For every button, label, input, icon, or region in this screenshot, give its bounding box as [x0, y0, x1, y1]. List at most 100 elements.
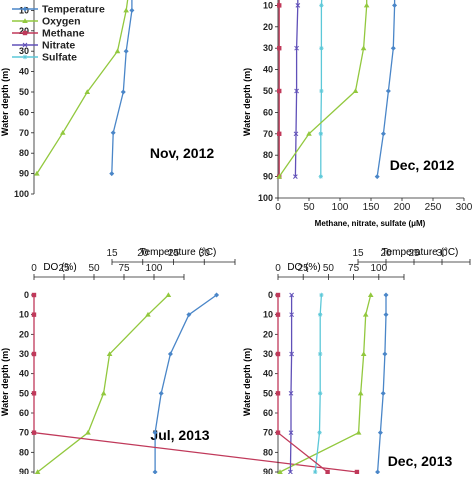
panel-label-dec-2013: Dec, 2013 [388, 453, 453, 469]
dec-2012-x-tick-label: 300 [456, 202, 473, 213]
dec-2013-oxygen-line [279, 294, 372, 473]
dec-2013-sulfate-point [317, 391, 323, 396]
dec-2013-temp-x-tick-label: 20 [380, 248, 392, 259]
panel-nov-2012: Water depth (m) Nov, 2012 01020304050607… [0, 0, 214, 199]
panel-label-jul-2013: Jul, 2013 [150, 427, 209, 443]
dec-2012-nitrate-point [294, 88, 299, 94]
ylabel-jul-2013: Water depth (m) [0, 348, 10, 416]
dec-2013-sulfate-point [317, 430, 322, 435]
jul-2013-y-tick-label: 80 [19, 447, 29, 457]
dec-2013-sulfate-point [317, 351, 323, 357]
jul-2013-oxygen-point [165, 292, 172, 297]
dec-2013-y-tick-label: 60 [263, 408, 273, 418]
dec-2013-nitrate-point [289, 351, 294, 357]
dec-2012-nitrate-line [294, 0, 299, 177]
dec-2012-methane-point [277, 46, 282, 51]
dec-2012-x-tick-label: 250 [425, 202, 442, 213]
dec-2013-y-tick-label: 10 [263, 310, 273, 320]
dec-2013-nitrate-point [289, 312, 294, 318]
legend-methane-label: Methane [42, 28, 85, 40]
nov-2012-oxygen-point [84, 89, 91, 94]
dec-2013-methane-point [325, 469, 330, 475]
ylabel-dec-2013: Water depth (m) [242, 348, 252, 416]
dec-2012-y-tick-label: 60 [263, 107, 273, 117]
panel-dec-2012: Water depth (m) Methane, nitrate, sulfat… [242, 0, 473, 228]
jul-2013-oxygen-point [85, 429, 91, 435]
do-label-jul-2013: DO (%) [43, 262, 76, 273]
dec-2012-temperature-point [390, 45, 396, 51]
jul-2013-oxygen-point [106, 351, 113, 356]
xlabel-dec-2012: Methane, nitrate, sulfate (μM) [315, 219, 426, 228]
dec-2012-nitrate-point [293, 131, 299, 137]
dec-2012-methane-point [277, 131, 282, 136]
dec-2013-oxygen-point [277, 469, 283, 474]
jul-2013-do-x-tick-label: 75 [118, 263, 130, 274]
dec-2013-y-tick-label: 40 [263, 369, 273, 379]
dec-2012-temperature-point [374, 174, 380, 180]
nov-2012-y-tick-label: 30 [19, 46, 29, 56]
nov-2012-oxygen-point [34, 170, 40, 176]
nov-2012-oxygen-point [114, 48, 121, 54]
do-label-dec-2013: DO (%) [287, 262, 320, 273]
jul-2013-do-x-tick-label: 25 [58, 263, 70, 274]
dec-2013-methane-point [275, 351, 281, 357]
dec-2012-x-tick-label: 50 [303, 202, 315, 213]
jul-2013-y-tick-label: 40 [19, 369, 29, 379]
dec-2013-methane-point [275, 391, 281, 396]
nov-2012-y-tick-label: 80 [19, 148, 29, 158]
dec-2012-y-tick-label: 50 [263, 86, 273, 96]
dec-2012-y-tick-label: 90 [263, 172, 273, 182]
jul-2013-temperature-point [158, 390, 164, 396]
jul-2013-do-x-tick-label: 50 [88, 263, 100, 274]
dec-2013-nitrate-point [289, 292, 294, 298]
dec-2012-temperature-point [392, 2, 398, 8]
dec-2013-temp-x-tick-label: 15 [352, 248, 364, 259]
nov-2012-temperature-line [111, 0, 133, 174]
jul-2013-oxygen-point [145, 311, 151, 317]
dec-2013-temperature-line [376, 295, 387, 473]
dec-2012-y-tick-label: 80 [263, 150, 273, 160]
legend-nitrate-label: Nitrate [42, 40, 75, 52]
dec-2013-nitrate-point [288, 469, 293, 475]
dec-2013-sulfate-line [314, 294, 323, 473]
dec-2013-oxygen-point [367, 292, 374, 297]
jul-2013-temp-x-tick-label: 25 [168, 248, 180, 259]
dec-2012-nitrate-point [294, 45, 299, 51]
dec-2013-temperature-point [383, 312, 389, 318]
nov-2012-oxygen-line [36, 0, 129, 174]
legend-oxygen-label: Oxygen [42, 16, 81, 28]
panel-label-nov-2012: Nov, 2012 [150, 145, 215, 161]
dec-2012-oxygen-point [363, 2, 370, 8]
dec-2012-y-tick-label: 30 [263, 43, 273, 53]
dec-2012-oxygen-point [352, 88, 359, 93]
dec-2013-do-x-tick-label: 25 [298, 263, 310, 274]
dec-2013-methane-point [275, 430, 281, 435]
dec-2013-do-x-tick-label: 75 [348, 263, 360, 274]
jul-2013-oxygen-point [100, 390, 107, 396]
dec-2013-temperature-point [375, 469, 381, 475]
jul-2013-y-tick-label: 10 [19, 310, 29, 320]
jul-2013-do-x-tick-label: 100 [146, 263, 163, 274]
nov-2012-temperature-point [120, 89, 126, 95]
ylabel-dec-2012: Water depth (m) [242, 68, 252, 136]
dec-2012-sulfate-line [320, 0, 323, 177]
nov-2012-temperature-point [123, 48, 129, 54]
dec-2012-x-tick-label: 150 [363, 202, 380, 213]
jul-2013-methane-point [31, 351, 37, 357]
nov-2012-oxygen-point [60, 130, 66, 135]
nov-2012-y-tick-label: 100 [14, 189, 29, 199]
dec-2013-methane-point [275, 312, 281, 317]
dec-2012-y-tick-label: 10 [263, 0, 273, 10]
nov-2012-oxygen-point [123, 7, 129, 13]
dec-2013-oxygen-point [355, 429, 362, 435]
jul-2013-y-tick-label: 30 [19, 349, 29, 359]
jul-2013-temperature-point [167, 351, 173, 357]
dec-2013-temperature-point [382, 351, 388, 357]
jul-2013-methane-point [31, 430, 37, 435]
dec-2012-methane-point [277, 3, 282, 8]
dec-2012-temperature-point [380, 131, 386, 137]
jul-2013-y-tick-label: 70 [19, 428, 29, 438]
jul-2013-y-tick-label: 0 [24, 290, 29, 300]
jul-2013-y-tick-label: 50 [19, 388, 29, 398]
jul-2013-temperature-point [214, 292, 220, 298]
